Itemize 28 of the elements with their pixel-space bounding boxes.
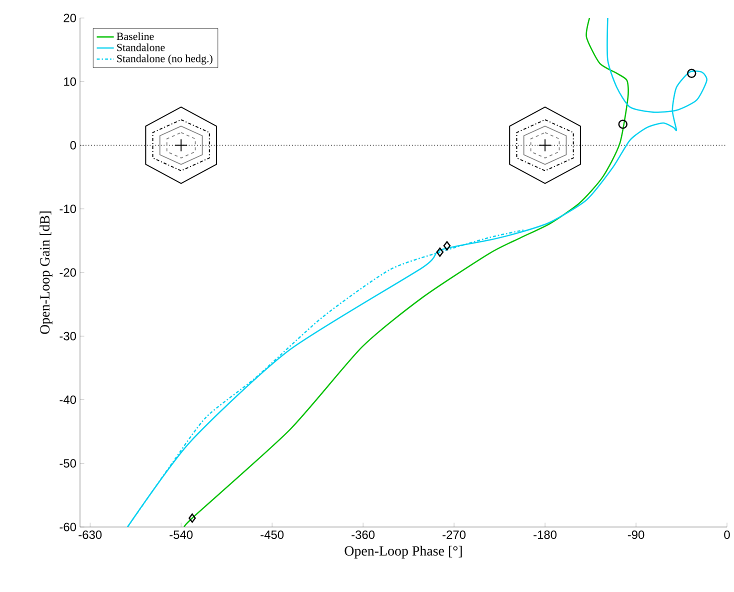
y-axis-title: Open-Loop Gain [dB] <box>40 212 52 334</box>
point <box>436 248 444 257</box>
y-tick-label: -40 <box>60 396 76 404</box>
legend-label: Baseline <box>116 32 154 40</box>
x-tick-label: 0 <box>724 530 730 539</box>
x-tick-label: -180 <box>534 530 557 539</box>
x-axis-title: Open-Loop Phase [°] <box>344 546 462 558</box>
y-tick-label: -50 <box>60 459 76 468</box>
point <box>443 241 451 250</box>
y-tick-label: 20 <box>64 14 76 22</box>
x-tick-label: -90 <box>628 530 644 539</box>
y-tick-label: -60 <box>60 522 76 532</box>
point <box>618 120 628 129</box>
y-tick-label: -10 <box>60 204 76 214</box>
point <box>686 68 696 78</box>
x-tick-label: -270 <box>442 530 466 539</box>
point <box>188 513 196 523</box>
x-tick-label: -360 <box>352 530 375 539</box>
y-tick-label: 10 <box>64 77 76 86</box>
y-tick-label: -20 <box>60 268 76 277</box>
line-series <box>184 18 629 527</box>
x-tick-label: -450 <box>260 530 284 539</box>
legend-label: Standalone <box>117 43 165 52</box>
x-tick-label: -630 <box>78 530 102 539</box>
x-tick-label: -540 <box>170 530 193 539</box>
legend-label: Standalone (no hedg.) <box>117 54 212 65</box>
y-tick-label: 0 <box>70 141 76 150</box>
y-tick-label: -30 <box>60 332 76 340</box>
